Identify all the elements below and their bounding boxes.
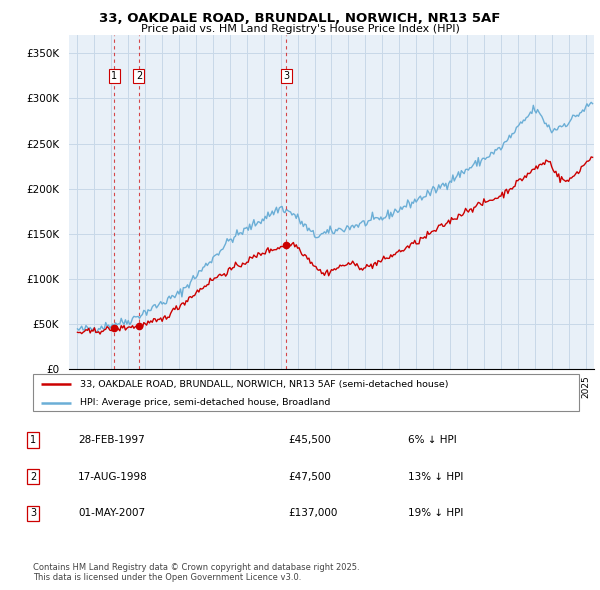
Text: 1: 1 [30, 435, 36, 445]
Text: 28-FEB-1997: 28-FEB-1997 [78, 435, 145, 445]
Text: 2: 2 [136, 71, 142, 81]
Text: 19% ↓ HPI: 19% ↓ HPI [408, 509, 463, 518]
FancyBboxPatch shape [33, 374, 579, 411]
Text: 17-AUG-1998: 17-AUG-1998 [78, 472, 148, 481]
Text: Contains HM Land Registry data © Crown copyright and database right 2025.
This d: Contains HM Land Registry data © Crown c… [33, 563, 359, 582]
Text: £45,500: £45,500 [288, 435, 331, 445]
Text: 2: 2 [30, 472, 36, 481]
Text: 33, OAKDALE ROAD, BRUNDALL, NORWICH, NR13 5AF (semi-detached house): 33, OAKDALE ROAD, BRUNDALL, NORWICH, NR1… [80, 379, 448, 389]
Text: £47,500: £47,500 [288, 472, 331, 481]
Text: 6% ↓ HPI: 6% ↓ HPI [408, 435, 457, 445]
Text: 13% ↓ HPI: 13% ↓ HPI [408, 472, 463, 481]
Text: 3: 3 [30, 509, 36, 518]
Text: Price paid vs. HM Land Registry's House Price Index (HPI): Price paid vs. HM Land Registry's House … [140, 24, 460, 34]
Text: HPI: Average price, semi-detached house, Broadland: HPI: Average price, semi-detached house,… [80, 398, 330, 408]
Text: 1: 1 [111, 71, 117, 81]
Text: £137,000: £137,000 [288, 509, 337, 518]
Text: 33, OAKDALE ROAD, BRUNDALL, NORWICH, NR13 5AF: 33, OAKDALE ROAD, BRUNDALL, NORWICH, NR1… [100, 12, 500, 25]
Text: 3: 3 [283, 71, 289, 81]
Text: 01-MAY-2007: 01-MAY-2007 [78, 509, 145, 518]
